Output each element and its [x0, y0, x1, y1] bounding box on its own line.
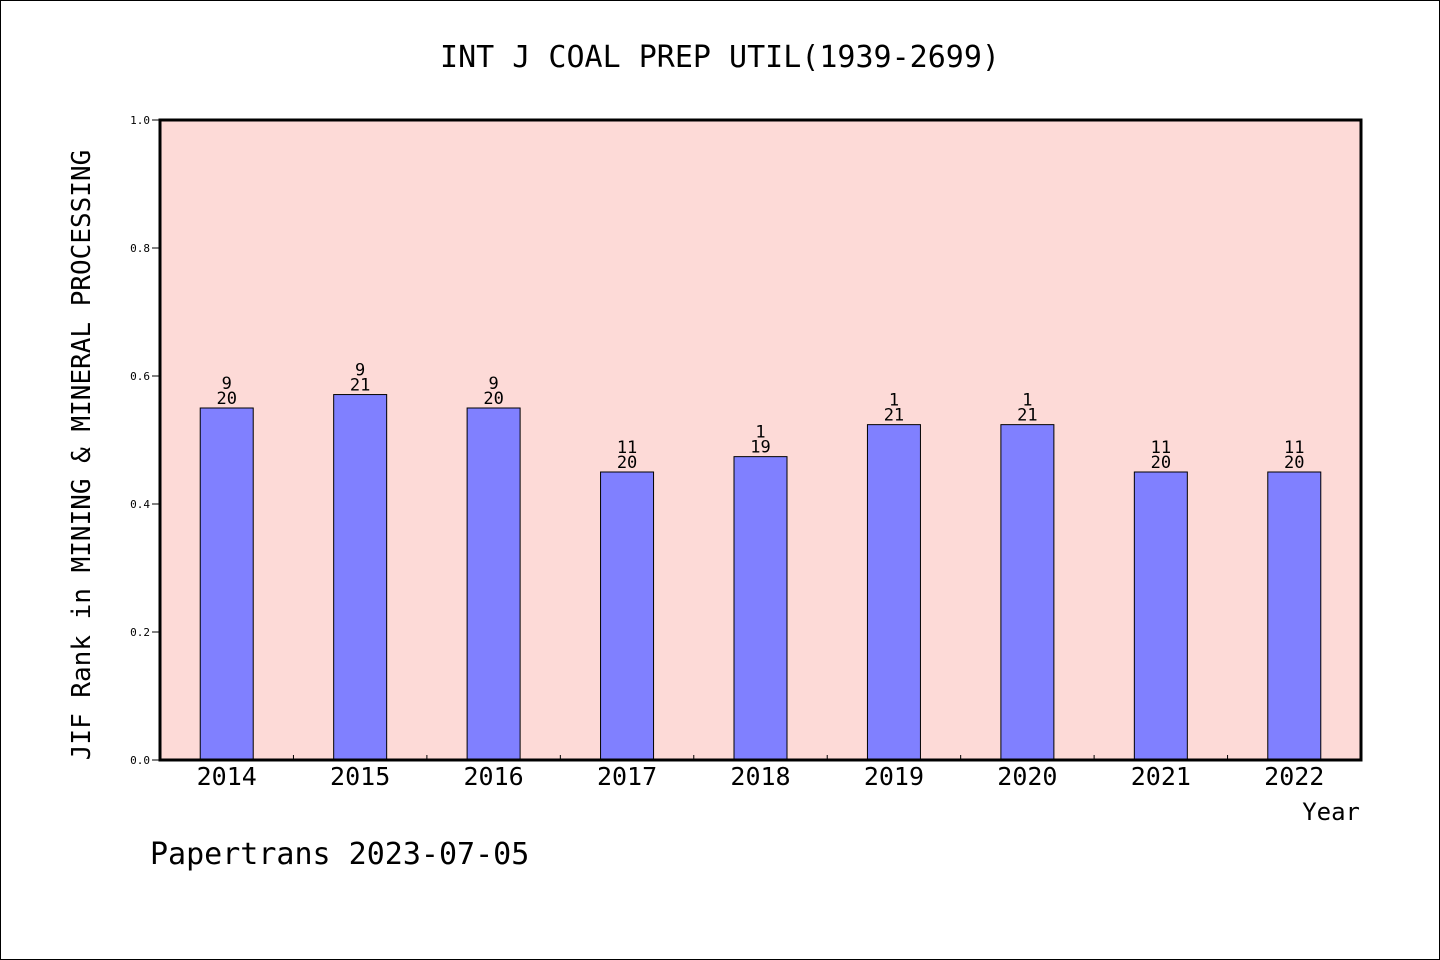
bar-2018 [733, 456, 788, 761]
bar-label-bottom-2016: 20 [483, 389, 503, 409]
bar-label-top-2020: 1 [1022, 391, 1032, 411]
y-tick-label-0.8: 0.8 [130, 242, 150, 255]
x-tick-label-2022: 2022 [1264, 762, 1324, 791]
bar-label-top-2018: 1 [755, 423, 765, 443]
bar-label-top-2022: 11 [1284, 438, 1304, 458]
bar-2017 [600, 471, 655, 761]
bar-2014 [199, 407, 254, 761]
x-tick-label-2018: 2018 [730, 762, 790, 791]
footer-text: Papertrans 2023-07-05 [150, 837, 529, 872]
bar-2016 [466, 407, 521, 761]
plot-border [158, 118, 1363, 762]
x-axis-label: Year [1302, 798, 1360, 826]
bar-label-top-2015: 9 [355, 361, 365, 381]
y-tick-label-0.6: 0.6 [130, 370, 150, 383]
bar-label-bottom-2017: 20 [617, 453, 637, 473]
bar-2021 [1133, 471, 1188, 761]
y-axis-label: JIF Rank in MINING & MINERAL PROCESSING [67, 150, 97, 760]
bar-label-top-2021: 11 [1151, 438, 1171, 458]
x-tick-label-2016: 2016 [464, 762, 524, 791]
bar-2022 [1267, 471, 1322, 761]
y-tick-label-0.2: 0.2 [130, 626, 150, 639]
bar-label-bottom-2018: 19 [750, 438, 770, 458]
chart-title: INT J COAL PREP UTIL(1939-2699) [440, 40, 1000, 75]
bar-label-bottom-2021: 20 [1151, 453, 1171, 473]
bar-label-top-2017: 11 [617, 438, 637, 458]
bar-label-top-2019: 1 [889, 391, 899, 411]
bar-label-bottom-2014: 20 [216, 389, 236, 409]
bar-label-top-2016: 9 [488, 374, 498, 394]
x-ticks-group: 2014 2015 2016 2017 2018 2019 2020 2021 2022 [197, 755, 1324, 791]
x-tick-label-2021: 2021 [1131, 762, 1191, 791]
bar-label-bottom-2015: 21 [350, 376, 370, 396]
bar-label-bottom-2019: 21 [884, 406, 904, 426]
x-tick-label-2017: 2017 [597, 762, 657, 791]
bar-2015 [333, 394, 388, 761]
x-tick-label-2015: 2015 [330, 762, 390, 791]
bar-label-top-2014: 9 [222, 374, 232, 394]
x-tick-label-2014: 2014 [197, 762, 257, 791]
bar-label-bottom-2020: 21 [1017, 406, 1037, 426]
y-tick-label-1.0: 1.0 [130, 114, 150, 127]
y-tick-label-0.0: 0.0 [130, 754, 150, 767]
bar-label-bottom-2022: 20 [1284, 453, 1304, 473]
x-tick-label-2019: 2019 [864, 762, 924, 791]
y-ticks-group: 0.0 0.2 0.4 0.6 0.8 1.0 [130, 114, 160, 767]
x-tick-label-2020: 2020 [997, 762, 1057, 791]
bar-2019 [866, 424, 921, 761]
y-tick-label-0.4: 0.4 [130, 498, 150, 511]
bar-2020 [1000, 424, 1055, 761]
